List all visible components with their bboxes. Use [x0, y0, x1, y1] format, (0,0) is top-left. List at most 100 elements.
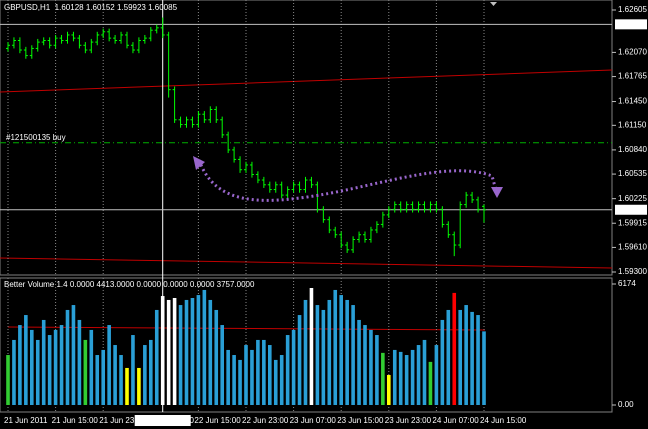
- volume-bar: [71, 305, 76, 405]
- volume-bar: [232, 355, 236, 405]
- volume-bar: [387, 375, 391, 405]
- volume-bar: [321, 309, 326, 405]
- volume-bar: [369, 329, 373, 405]
- y-tick-label: 1.60535: [618, 169, 647, 178]
- volume-bar: [357, 319, 361, 405]
- price-panel: [0, 0, 613, 276]
- volume-bar: [351, 305, 355, 405]
- volume-bar: [464, 305, 468, 405]
- volume-bar: [339, 295, 343, 405]
- volume-bar: [398, 351, 403, 405]
- price-box-label: 1.60085: [617, 205, 646, 214]
- volume-bar: [190, 297, 195, 405]
- x-tick-label: 24 Jun 07:00: [432, 416, 479, 425]
- volume-bar: [83, 339, 88, 405]
- volume-bar: [297, 315, 302, 405]
- volume-bar: [172, 297, 177, 405]
- volume-bar: [458, 309, 462, 405]
- volume-bar: [12, 339, 16, 405]
- volume-bar: [202, 289, 207, 405]
- volume-bar: [452, 292, 457, 405]
- y-tick-label: 1.59300: [618, 267, 647, 276]
- volume-bar: [476, 315, 480, 405]
- volume-bar: [303, 299, 308, 405]
- volume-bar: [482, 331, 486, 405]
- volume-bar: [6, 355, 10, 405]
- volume-bar: [268, 345, 272, 405]
- x-tick-label: 22 Jun 23:00: [242, 416, 289, 425]
- annotation-arrow: [197, 159, 498, 202]
- y-tick-label: 0.00: [618, 400, 634, 409]
- y-tick-label: 1.61150: [618, 120, 647, 129]
- volume-bar: [250, 349, 254, 405]
- volume-bar: [238, 359, 242, 405]
- x-tick-label: 23 Jun 07:00: [290, 416, 337, 425]
- volume-bar: [244, 345, 248, 405]
- volume-bar: [333, 289, 338, 405]
- volume-bar: [363, 325, 367, 405]
- volume-bar: [137, 367, 141, 405]
- volume-bar: [131, 335, 135, 405]
- volume-bar: [410, 349, 415, 405]
- volume-bar: [279, 355, 284, 405]
- volume-bar: [375, 335, 379, 405]
- cursor-box: [134, 415, 191, 426]
- volume-average: [7, 326, 486, 331]
- volume-bar: [59, 325, 64, 405]
- trend-line: [0, 257, 613, 269]
- volume-bar: [446, 309, 451, 405]
- volume-bar: [53, 329, 58, 405]
- volume-bar: [65, 309, 70, 405]
- y-tick-label: 1.61450: [618, 97, 647, 106]
- volume-bar: [35, 339, 40, 405]
- volume-bar: [125, 367, 129, 405]
- arrow-head: [193, 156, 205, 170]
- y-tick-label: 1.60225: [618, 194, 647, 203]
- y-tick-label: 6174: [618, 279, 636, 288]
- volume-bar: [381, 352, 385, 405]
- volume-bar: [392, 349, 397, 405]
- x-tick-label: 23 Jun 23:00: [385, 416, 432, 425]
- arrow-head: [491, 187, 503, 198]
- chart-title: GBPUSD,H1 1.60128 1.60152 1.59923 1.6008…: [4, 3, 178, 12]
- volume-bar: [291, 329, 296, 405]
- y-tick-label: 1.60840: [618, 145, 647, 154]
- volume-bar: [428, 361, 433, 405]
- volume-bar: [208, 299, 213, 405]
- volume-bar: [220, 325, 224, 405]
- volume-bar: [470, 311, 474, 405]
- volume-bar: [178, 305, 183, 405]
- volume-bar: [440, 319, 445, 405]
- volume-bar: [77, 319, 82, 405]
- volume-bar: [119, 355, 123, 405]
- volume-bar: [434, 345, 439, 405]
- volume-bar: [262, 339, 266, 405]
- volume-bar: [196, 295, 201, 405]
- x-tick-label: 21 Jun 15:00: [52, 416, 99, 425]
- volume-bar: [309, 287, 314, 405]
- volume-bar: [89, 329, 94, 405]
- price-box: [615, 204, 647, 215]
- volume-bar: [143, 345, 147, 405]
- volume-bar: [24, 315, 28, 405]
- volume-bar: [41, 319, 46, 405]
- y-tick-label: 1.59915: [618, 218, 647, 227]
- volume-bar: [113, 345, 117, 405]
- x-tick-label: 24 Jun 15:00: [480, 416, 527, 425]
- y-tick-label: 1.59610: [618, 243, 647, 252]
- volume-bar: [327, 299, 332, 405]
- x-tick-label: 21 Jun 23:00: [99, 416, 146, 425]
- volume-bar: [226, 349, 230, 405]
- volume-bar: [273, 359, 278, 405]
- volume-bar: [107, 325, 111, 405]
- x-tick-label: 23 Jun 15:00: [337, 416, 384, 425]
- trend-line: [0, 69, 613, 93]
- volume-bar: [416, 345, 421, 405]
- volume-bar: [47, 335, 52, 405]
- volume-bar: [404, 355, 409, 405]
- volume-bar: [160, 296, 165, 405]
- volume-bar: [95, 355, 100, 405]
- order-label: #121500135 buy: [6, 133, 66, 142]
